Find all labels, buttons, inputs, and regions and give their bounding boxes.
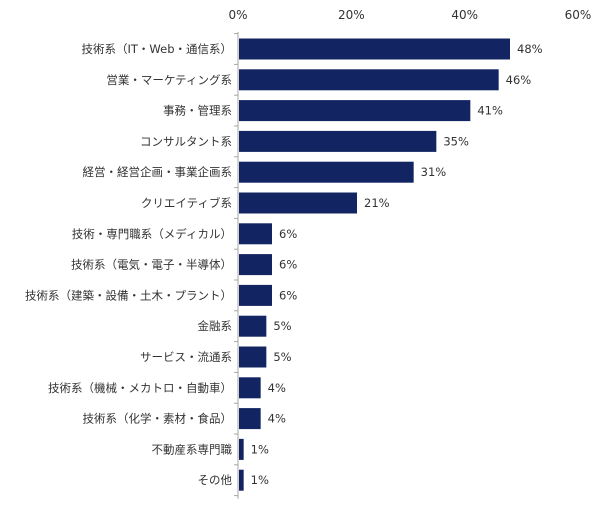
category-label: 経営・経営企画・事業企画系 (83, 165, 233, 179)
x-tick-label: 0% (228, 8, 247, 22)
value-label: 41% (477, 104, 503, 118)
category-label: 不動産系専門職 (152, 442, 233, 456)
bar (239, 69, 499, 91)
value-label: 1% (251, 473, 269, 487)
bar (239, 100, 471, 122)
bar (239, 223, 272, 245)
value-label: 4% (268, 381, 286, 395)
category-label: 技術系（IT・Web・通信系） (82, 42, 233, 56)
bar (239, 469, 244, 491)
category-label: コンサルタント系 (140, 134, 232, 148)
value-label: 48% (517, 42, 543, 56)
bar (239, 161, 414, 183)
bar (239, 315, 267, 337)
category-label: クリエイティブ系 (141, 196, 232, 210)
category-label: 金融系 (198, 319, 233, 333)
value-label: 4% (268, 412, 286, 426)
category-label: 技術系（電気・電子・半導体） (71, 258, 232, 272)
x-tick-label: 20% (338, 8, 365, 22)
x-tick-label: 40% (451, 8, 478, 22)
category-label: 事務・管理系 (163, 104, 232, 118)
category-label: 技術系（機械・メカトロ・自動車） (48, 381, 232, 395)
x-tick-label: 60% (565, 8, 592, 22)
bar (239, 377, 261, 399)
value-label: 46% (506, 73, 532, 87)
value-label: 21% (364, 196, 390, 210)
value-label: 6% (279, 227, 297, 241)
value-label: 5% (273, 350, 291, 364)
value-label: 6% (279, 288, 297, 302)
bar (239, 254, 272, 276)
bar (239, 192, 357, 214)
value-label: 35% (443, 134, 469, 148)
category-label: サービス・流通系 (140, 350, 232, 364)
value-label: 6% (279, 258, 297, 272)
bar (239, 284, 272, 306)
category-label: 技術系（建築・設備・土木・プラント） (25, 288, 232, 302)
bar (239, 130, 437, 152)
bar (239, 408, 261, 430)
category-label: 技術・専門職系（メディカル） (72, 227, 232, 241)
value-label: 31% (421, 165, 447, 179)
bar (239, 346, 267, 368)
value-label: 1% (251, 442, 269, 456)
category-label: 技術系（化学・素材・食品） (83, 412, 233, 426)
bar (239, 438, 244, 460)
value-label: 5% (273, 319, 291, 333)
bar (239, 38, 510, 60)
category-label: 営業・マーケティング系 (106, 73, 232, 87)
category-label: その他 (198, 473, 233, 487)
